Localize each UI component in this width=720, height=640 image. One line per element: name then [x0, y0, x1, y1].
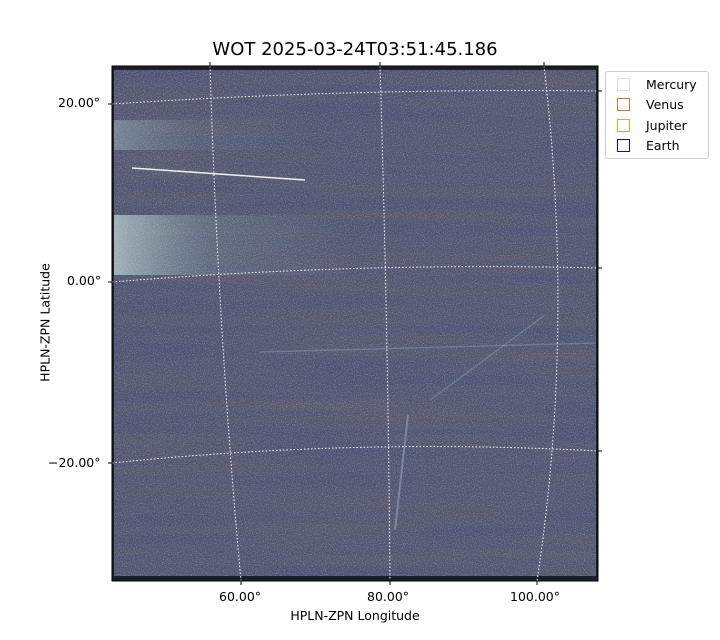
x-tick-label: 60.00°	[219, 589, 262, 604]
y-tick-label: 20.00°	[58, 95, 101, 110]
y-tick-label: −20.00°	[48, 455, 101, 470]
legend-label: Mercury	[646, 76, 697, 92]
legend: Mercury Venus Jupiter Earth	[605, 71, 709, 159]
legend-label: Jupiter	[646, 117, 687, 133]
grid-lat-0	[111, 266, 599, 283]
legend-item-venus: Venus	[617, 95, 684, 113]
legend-swatch	[617, 97, 630, 111]
legend-label: Earth	[646, 137, 680, 153]
legend-item-earth: Earth	[617, 136, 680, 154]
grid-lat-20	[111, 90, 599, 105]
legend-item-jupiter: Jupiter	[617, 116, 687, 134]
bright-streak	[131, 167, 306, 181]
legend-swatch	[617, 77, 630, 91]
axes-frame	[111, 65, 599, 582]
grid-lon-80	[379, 65, 391, 582]
grid-lines	[111, 65, 599, 582]
x-tick-label: 100.00°	[510, 589, 560, 604]
legend-swatch	[617, 138, 630, 152]
x-tick-label: 80.00°	[367, 589, 410, 604]
image-area	[112, 66, 598, 581]
grid-lat-m20	[111, 446, 599, 464]
tick-marks	[108, 62, 602, 585]
chart-title: WOT 2025-03-24T03:51:45.186	[212, 39, 498, 60]
y-tick-label: 0.00°	[67, 273, 102, 288]
legend-item-mercury: Mercury	[617, 75, 697, 93]
y-axis-label: HPLN-ZPN Latitude	[37, 263, 53, 382]
legend-swatch	[617, 118, 630, 132]
legend-label: Venus	[646, 96, 684, 112]
x-axis-label: HPLN-ZPN Longitude	[290, 608, 420, 623]
